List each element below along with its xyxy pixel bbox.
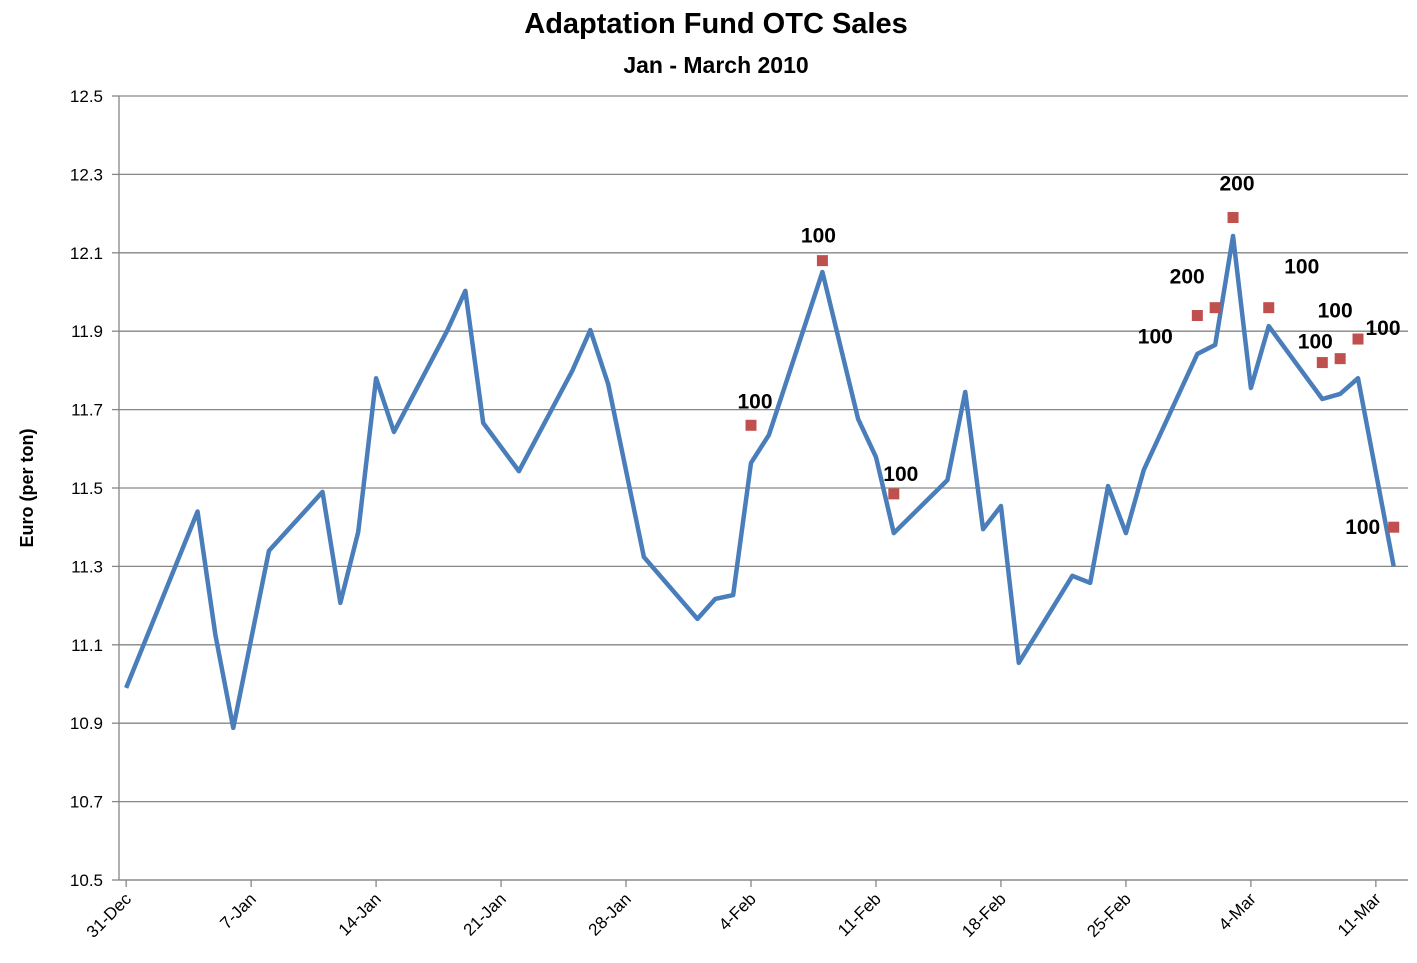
- x-tick-label: 28-Jan: [585, 889, 635, 939]
- trade-marker: [1227, 212, 1239, 224]
- x-tick-label: 4-Feb: [715, 889, 760, 934]
- trade-volume-label: 100: [801, 225, 836, 248]
- trade-marker: [1316, 357, 1328, 369]
- x-tick-label: 4-Mar: [1215, 889, 1260, 934]
- y-tick-label: 10.9: [70, 714, 103, 733]
- trade-volume-label: 200: [1220, 173, 1255, 196]
- x-tick-label: 25-Feb: [1083, 889, 1135, 941]
- trade-marker: [1209, 302, 1221, 314]
- trade-marker: [1191, 310, 1203, 322]
- x-tick-label: 31-Dec: [83, 889, 136, 942]
- x-tick-label: 18-Feb: [958, 889, 1010, 941]
- trade-marker: [888, 488, 900, 500]
- trade-volume-label: 100: [737, 390, 772, 413]
- y-tick-label: 12.1: [70, 244, 103, 263]
- y-tick-label: 10.5: [70, 871, 103, 890]
- y-axis-label: Euro (per ton): [17, 429, 37, 548]
- trade-marker: [1263, 302, 1275, 314]
- y-tick-label: 12.3: [70, 165, 103, 184]
- trade-volume-label: 100: [1345, 516, 1380, 539]
- y-tick-label: 10.7: [70, 793, 103, 812]
- trade-volume-label: 100: [1298, 331, 1333, 354]
- trade-marker: [1334, 353, 1346, 365]
- chart-title: Adaptation Fund OTC Sales: [524, 8, 907, 40]
- trade-marker: [1352, 333, 1364, 345]
- x-tick-label: 21-Jan: [460, 889, 510, 939]
- chart-subtitle: Jan - March 2010: [623, 52, 808, 78]
- trade-volume-label: 100: [1365, 317, 1400, 340]
- trade-marker: [816, 255, 828, 267]
- y-tick-label: 11.9: [71, 322, 103, 341]
- y-tick-label: 11.1: [71, 636, 103, 655]
- x-tick-label: 7-Jan: [216, 889, 260, 933]
- trade-volume-label: 100: [1138, 326, 1173, 349]
- trade-volume-label: 100: [1284, 256, 1319, 279]
- x-tick-label: 11-Mar: [1334, 889, 1385, 940]
- trade-volume-label: 100: [883, 463, 918, 486]
- y-tick-label: 12.5: [70, 87, 103, 106]
- price-line: [124, 233, 1396, 731]
- trade-volume-label: 100: [1318, 300, 1353, 323]
- y-tick-label: 11.5: [71, 479, 103, 498]
- trade-volume-label: 200: [1170, 266, 1205, 289]
- y-tick-label: 11.3: [71, 557, 103, 576]
- trade-marker: [745, 419, 757, 431]
- y-tick-label: 11.7: [71, 401, 103, 420]
- x-tick-label: 11-Feb: [834, 889, 885, 940]
- x-tick-label: 14-Jan: [335, 889, 385, 939]
- trade-marker: [1388, 521, 1400, 533]
